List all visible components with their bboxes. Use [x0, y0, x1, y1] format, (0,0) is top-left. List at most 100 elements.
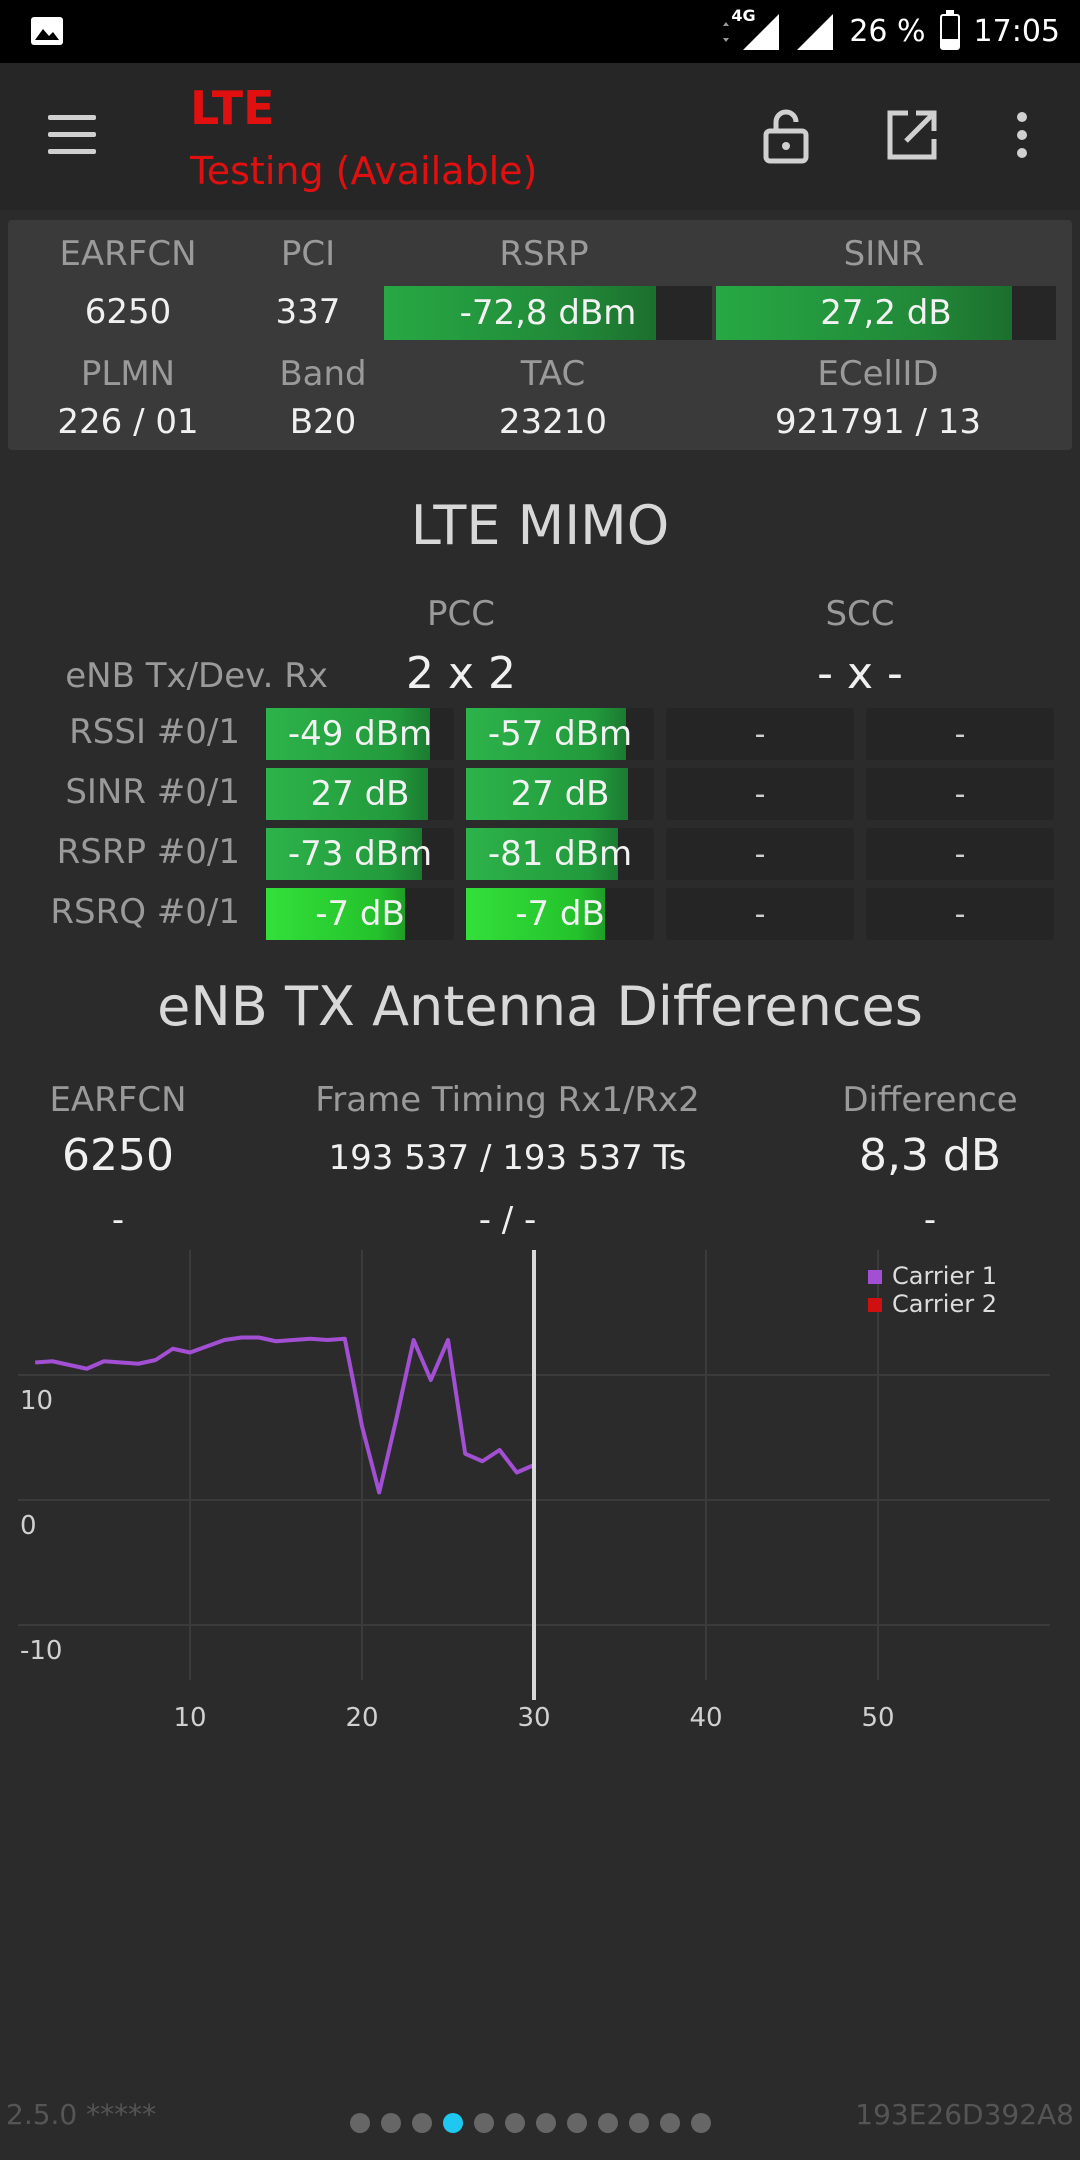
mimo-cell-value: - [754, 896, 766, 932]
x-tick-label: 10 [173, 1703, 206, 1733]
plmn-label: PLMN [80, 354, 176, 394]
antenna-earfcn-label: EARFCN [49, 1080, 187, 1120]
page-dot[interactable] [691, 2113, 711, 2133]
mimo-cell-value: -73 dBm [287, 834, 433, 874]
more-vert-icon[interactable] [992, 105, 1052, 165]
frame-timing-value-2: - / - [478, 1200, 537, 1240]
page-dot[interactable] [567, 2113, 587, 2133]
mimo-cell-value: -57 dBm [487, 714, 633, 754]
status-bar: 4G 26 % 17:05 [0, 0, 1080, 63]
pci-label: PCI [280, 234, 336, 274]
frame-timing-value: 193 537 / 193 537 Ts [328, 1138, 687, 1178]
rsrp-label: RSRP [499, 234, 589, 274]
sinr-meter: 27,2 dB [716, 286, 1056, 340]
sinr-label: SINR [843, 234, 925, 274]
band-value: B20 [289, 402, 357, 442]
mimo-cell-value: - [954, 896, 966, 932]
page-dot[interactable] [598, 2113, 618, 2133]
pcc-meter-0: 27 dB [266, 768, 454, 820]
app-subtitle: Testing (Available) [190, 149, 538, 193]
page-dot[interactable] [629, 2113, 649, 2133]
page-indicator[interactable] [350, 2113, 711, 2133]
page-dot[interactable] [536, 2113, 556, 2133]
mimo-cell-value: - [754, 776, 766, 812]
menu-icon[interactable] [44, 113, 100, 157]
pcc-meter-0: -49 dBm [266, 708, 454, 760]
scc-meter-0: - [666, 888, 854, 940]
x-tick-label: 30 [517, 1703, 550, 1733]
page-dot[interactable] [381, 2113, 401, 2133]
sinr-value: 27,2 dB [820, 293, 952, 333]
plmn-value: 226 / 01 [57, 402, 199, 442]
legend-label: Carrier 1 [892, 1262, 997, 1290]
pcc-meter-0: -73 dBm [266, 828, 454, 880]
antenna-earfcn-value: 6250 [62, 1130, 174, 1181]
mimo-cell-value: -49 dBm [287, 714, 433, 754]
earfcn-value: 6250 [84, 292, 172, 332]
unlock-icon[interactable] [756, 105, 816, 165]
page-dot[interactable] [474, 2113, 494, 2133]
scc-meter-0: - [666, 828, 854, 880]
app-version: 2.5.0 ***** [6, 2098, 157, 2131]
scc-meter-0: - [666, 768, 854, 820]
difference-label: Difference [842, 1080, 1018, 1120]
page-dot[interactable] [660, 2113, 680, 2133]
band-label: Band [279, 354, 367, 394]
tac-value: 23210 [498, 402, 608, 442]
mimo-cell-value: 27 dB [510, 774, 610, 814]
mimo-row-label: SINR #0/1 [65, 772, 240, 812]
scc-label: SCC [825, 594, 895, 634]
ecellid-label: ECellID [817, 354, 939, 394]
series-line-1 [35, 1335, 535, 1495]
antenna-earfcn-value-2: - [111, 1200, 125, 1240]
mimo-row-label: RSRP #0/1 [56, 832, 240, 872]
pcc-meter-1: -7 dB [466, 888, 654, 940]
x-tick-label: 20 [345, 1703, 378, 1733]
clock: 17:05 [973, 14, 1060, 49]
mimo-cell-value: - [954, 776, 966, 812]
frame-timing-label: Frame Timing Rx1/Rx2 [315, 1080, 700, 1120]
mimo-cell-value: -7 dB [315, 894, 405, 934]
x-tick-label: 50 [861, 1703, 894, 1733]
scc-tx-rx: - x - [817, 648, 903, 699]
mimo-cell-value: -81 dBm [487, 834, 633, 874]
page-dot[interactable] [443, 2113, 463, 2133]
app-title: LTE [190, 81, 275, 135]
gallery-icon [31, 17, 63, 45]
rsrp-value: -72,8 dBm [459, 293, 637, 333]
mimo-cell-value: -7 dB [515, 894, 605, 934]
mimo-cell-value: - [754, 716, 766, 752]
page-dot[interactable] [412, 2113, 432, 2133]
app-bar: LTE Testing (Available) [0, 63, 1080, 210]
earfcn-label: EARFCN [59, 234, 197, 274]
rsrp-meter: -72,8 dBm [384, 286, 712, 340]
legend-label: Carrier 2 [892, 1290, 997, 1318]
y-tick-label: 0 [20, 1511, 37, 1541]
battery-icon [939, 9, 960, 50]
pcc-meter-0: -7 dB [266, 888, 454, 940]
y-tick-label: -10 [20, 1636, 62, 1666]
pci-value: 337 [275, 292, 341, 332]
scc-meter-1: - [866, 888, 1054, 940]
scc-meter-1: - [866, 708, 1054, 760]
pcc-label: PCC [427, 594, 495, 634]
serving-cell-panel: EARFCN PCI RSRP SINR 6250 337 -72,8 dBm … [8, 220, 1072, 450]
scc-meter-1: - [866, 768, 1054, 820]
page-dot[interactable] [350, 2113, 370, 2133]
mimo-cell-value: - [954, 836, 966, 872]
tx-rx-label: eNB Tx/Dev. Rx [65, 656, 328, 696]
pcc-meter-1: -81 dBm [466, 828, 654, 880]
page-dot[interactable] [505, 2113, 525, 2133]
difference-value: 8,3 dB [858, 1130, 1002, 1181]
mimo-row-label: RSSI #0/1 [69, 712, 240, 752]
scc-meter-1: - [866, 828, 1054, 880]
battery-percent: 26 % [849, 14, 926, 49]
pcc-tx-rx: 2 x 2 [406, 648, 516, 699]
legend-swatch [868, 1270, 882, 1284]
mimo-cell-value: - [954, 716, 966, 752]
difference-value-2: - [923, 1200, 937, 1240]
mimo-cell-value: - [754, 836, 766, 872]
open-external-icon[interactable] [882, 105, 942, 165]
device-id: 193E26D392A8 [855, 2098, 1074, 2131]
